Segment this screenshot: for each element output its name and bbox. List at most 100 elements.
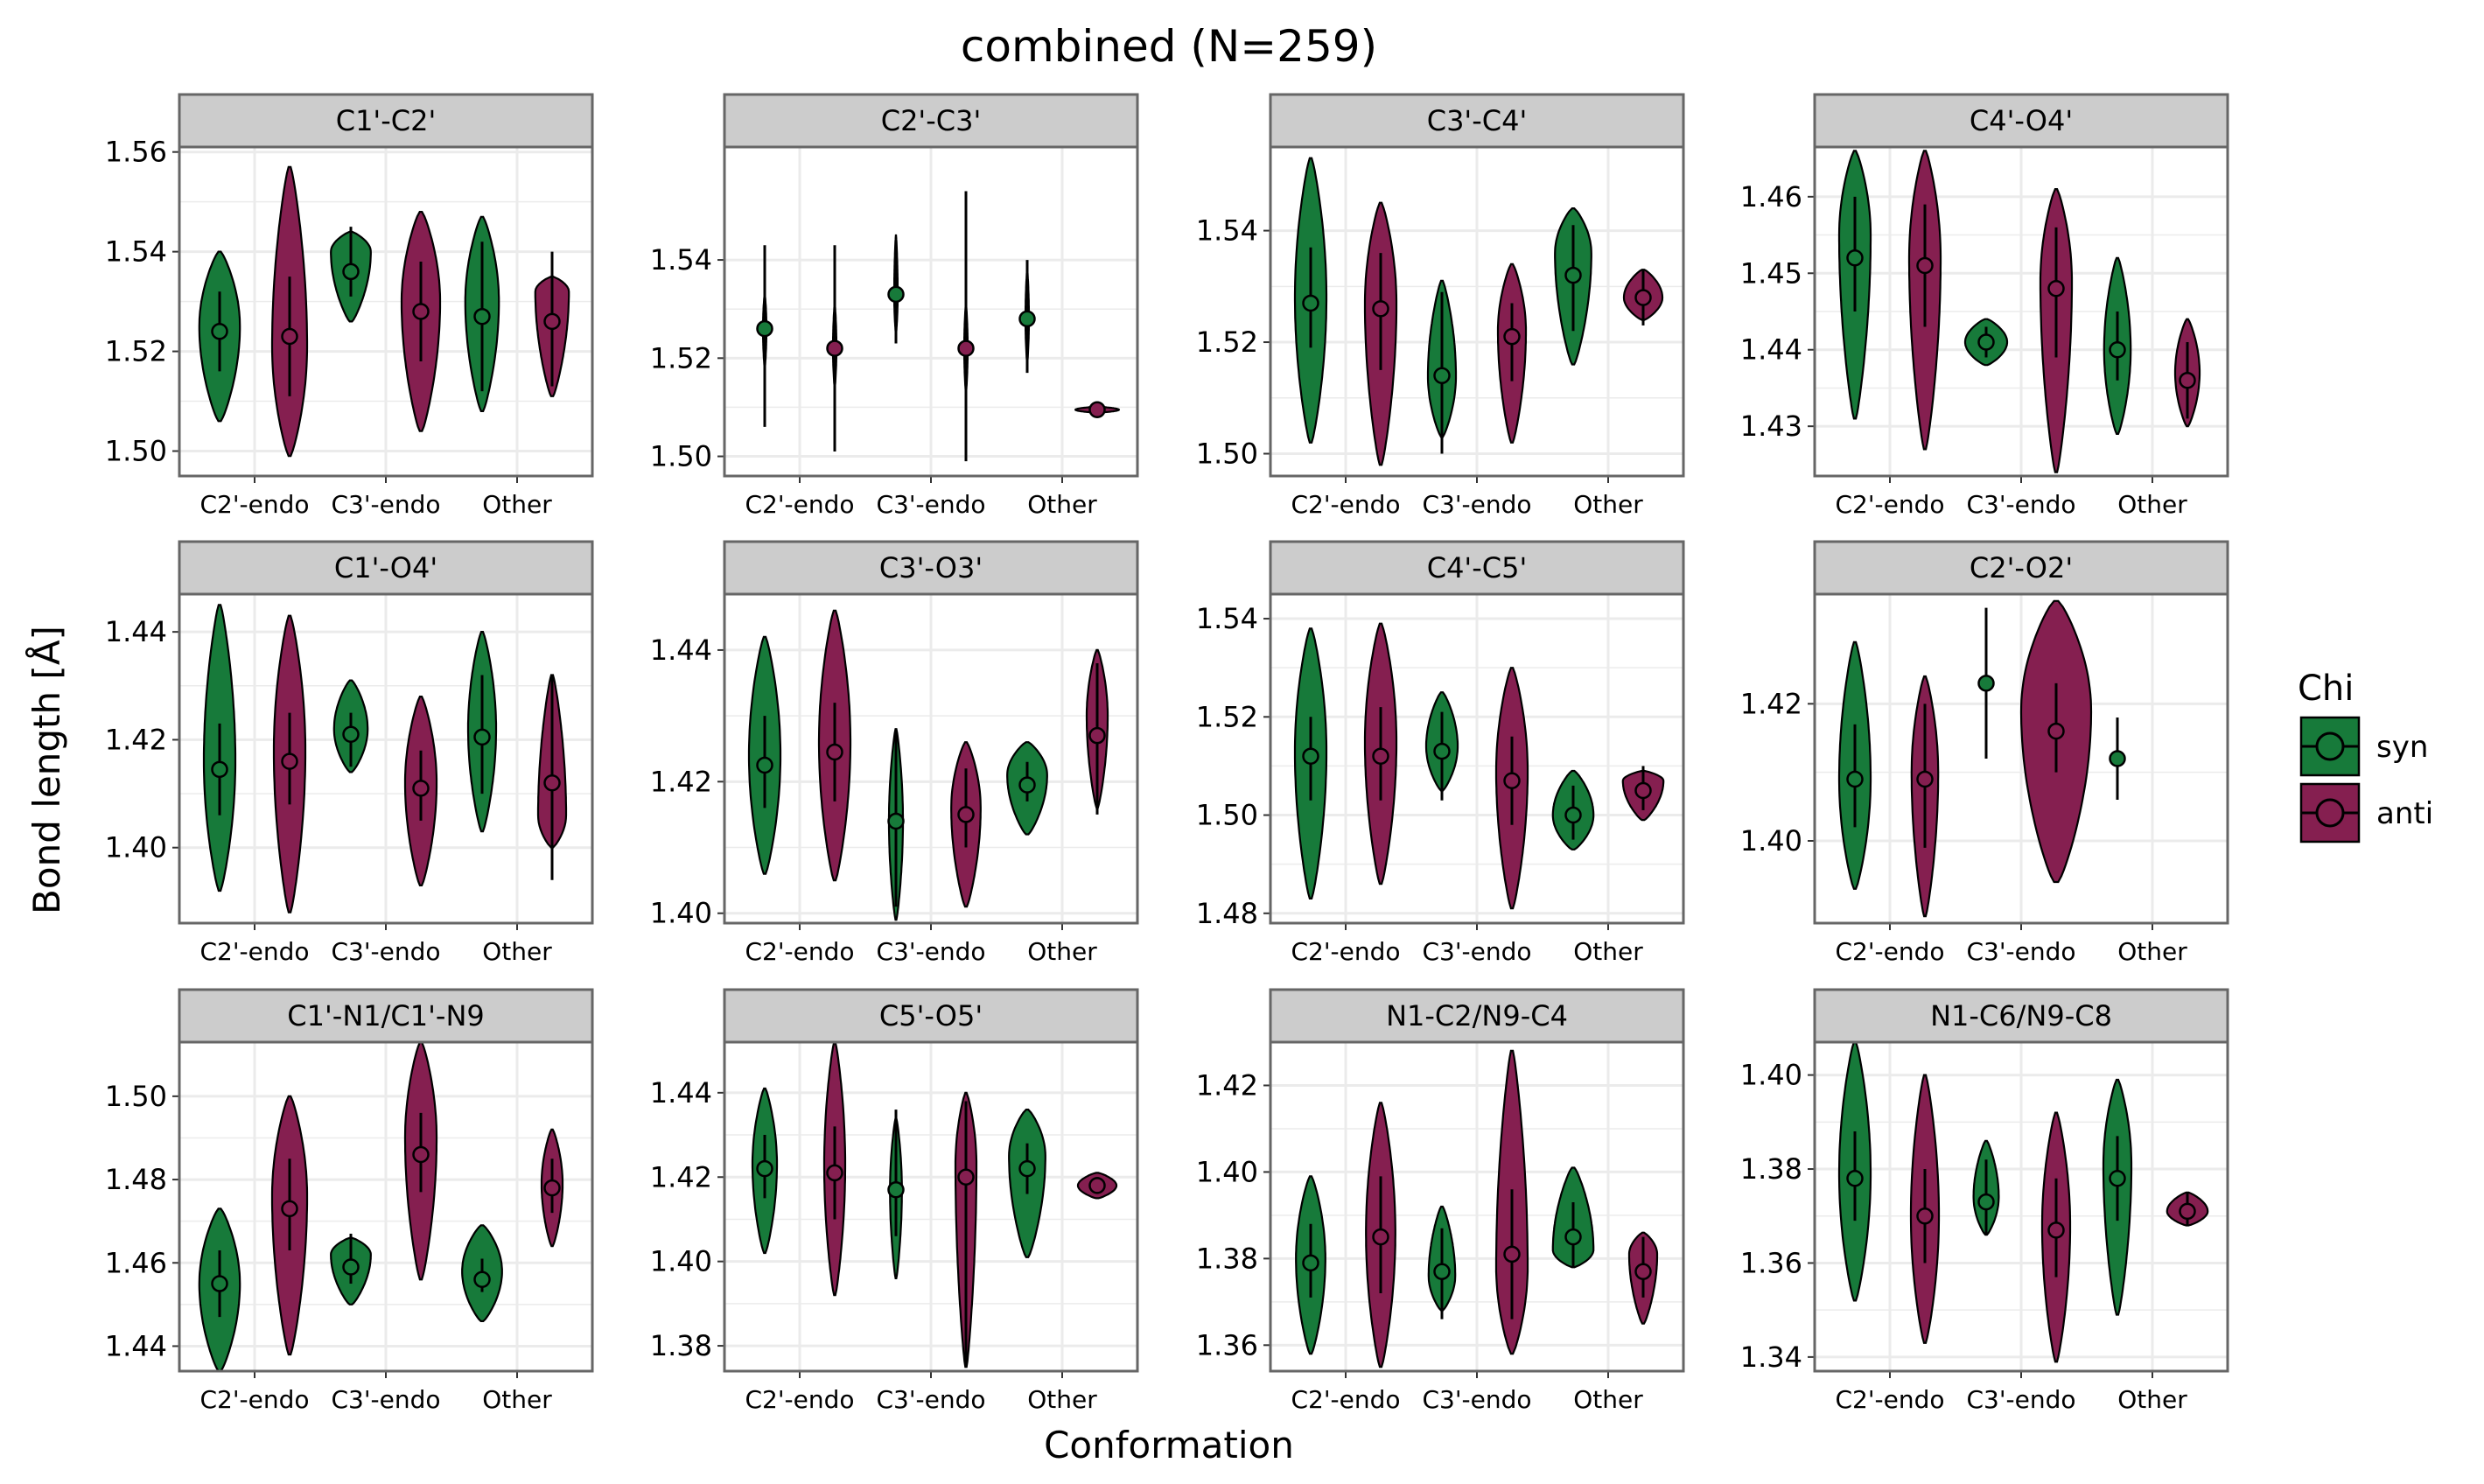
panel-c1-o4: C1'-O4' 1.40 1.42 1.44 C2'-endo C3'-endo Other [105, 540, 594, 966]
mean-point [1564, 1228, 1582, 1246]
facet-strip-label: C3'-O3' [879, 551, 983, 584]
violin-c2-endo-anti [1363, 622, 1398, 886]
panel-n1-c6-n9-c8: N1-C6/N9-C8 1.34 1.36 1.38 1.40 C2'-endo C3'-e… [1740, 988, 2229, 1414]
x-tick-label: Other [482, 937, 552, 966]
facet-strip [1813, 540, 2229, 596]
y-tick-label: 1.45 [1740, 256, 1802, 290]
violin-c3-endo-syn [1427, 1205, 1457, 1320]
violin-c2-endo-anti [1365, 1102, 1396, 1368]
y-tick-label: 1.50 [650, 440, 712, 473]
facet-strip-label: C5'-O5' [879, 999, 983, 1032]
violin-c3-endo-anti [2040, 1111, 2072, 1363]
violin-other-anti [2173, 318, 2201, 428]
violin-c3-endo-syn [1424, 691, 1459, 801]
mean-point [1916, 256, 1934, 275]
facet-panels: C1'-C2' 1.50 1.52 1.54 1.56 C2'-endo C3'-endo O… [105, 93, 2229, 1414]
legend-item-syn: syn [2299, 716, 2428, 777]
violin-other-syn [1551, 769, 1595, 850]
y-tick-label: 1.48 [1196, 897, 1258, 930]
mean-point [887, 812, 905, 830]
x-tick-label: C2'-endo [1291, 937, 1400, 966]
y-tick-label: 1.50 [105, 1080, 167, 1113]
violin-c2-endo-anti [272, 614, 307, 914]
violin-other-anti [540, 1128, 564, 1248]
mean-point [1634, 781, 1652, 800]
mean-point [826, 1164, 843, 1182]
facet-strip [178, 988, 594, 1044]
violin-c2-endo-syn [1837, 1040, 1872, 1302]
x-tick-label: C3'-endo [876, 937, 985, 966]
mean-point [473, 1270, 491, 1289]
mean-point [543, 774, 561, 792]
y-tick-label: 1.46 [1740, 180, 1802, 214]
violin-c2-endo-anti [1910, 675, 1940, 918]
y-tick-label: 1.44 [1740, 333, 1802, 367]
violin-c3-endo-anti [2019, 599, 2093, 884]
x-tick-label: C3'-endo [1422, 937, 1531, 966]
panel-c3-c4: C3'-C4' 1.50 1.52 1.54 C2'-endo C3'-endo Other [1196, 93, 1685, 519]
violin-c2-endo-syn [202, 604, 237, 892]
violin-c2-endo-anti [1363, 201, 1398, 466]
x-tick-label: Other [1027, 1385, 1097, 1414]
x-tick-label: C2'-endo [1835, 937, 1944, 966]
violin-c2-endo-anti [817, 609, 852, 882]
y-tick-label: 1.54 [1196, 602, 1258, 635]
x-tick-label: C2'-endo [1291, 490, 1400, 519]
mean-point [1916, 1207, 1934, 1225]
mean-point [2047, 280, 2065, 298]
mean-point [473, 307, 491, 326]
y-tick-label: 1.36 [1196, 1328, 1258, 1362]
x-tick-label: C3'-endo [1422, 1385, 1531, 1414]
violin-other-syn [1018, 260, 1036, 374]
mean-point [1846, 1170, 1864, 1187]
x-tick-label: C3'-endo [1966, 937, 2075, 966]
mean-point [412, 780, 430, 797]
violin-other-syn [464, 215, 500, 412]
y-tick-label: 1.54 [1196, 214, 1258, 248]
y-tick-label: 1.44 [105, 1329, 167, 1362]
facet-strip-label: C2'-O2' [1970, 551, 2073, 584]
violin-other-anti [2166, 1191, 2209, 1227]
y-tick-label: 1.40 [105, 831, 167, 864]
violin-other-syn [2109, 718, 2126, 800]
violin-c3-endo-syn [330, 1233, 372, 1306]
legend-items: syn anti [2299, 716, 2433, 844]
x-tick-label: C2'-endo [1835, 1385, 1944, 1414]
figure-title: combined (N=259) [961, 21, 1377, 72]
violin-c2-endo-syn [751, 1087, 779, 1255]
y-tick-label: 1.44 [650, 634, 712, 667]
facet-strip [178, 93, 594, 149]
x-tick-label: C3'-endo [876, 1385, 985, 1414]
y-tick-label: 1.46 [105, 1246, 167, 1279]
mean-point [2179, 371, 2196, 389]
y-tick-label: 1.54 [105, 235, 167, 269]
violin-c3-endo-syn [332, 679, 369, 774]
y-tick-label: 1.38 [1740, 1152, 1802, 1186]
mean-point [957, 340, 975, 357]
violin-c2-endo-anti [826, 245, 843, 452]
violin-c2-endo-anti [270, 165, 309, 458]
violin-c3-endo-anti [957, 191, 975, 462]
violin-c3-endo-syn [887, 234, 905, 344]
x-axis-title: Conformation [1044, 1424, 1294, 1466]
y-tick-label: 1.42 [1740, 687, 1802, 720]
x-tick-label: C3'-endo [1966, 490, 2075, 519]
y-tick-label: 1.40 [1196, 1155, 1258, 1188]
panel-c5-o5: C5'-O5' 1.38 1.40 1.42 1.44 C2'-endo C3'-endo O… [650, 988, 1139, 1414]
mean-point [1372, 1228, 1389, 1246]
panel-c2-c3: C2'-C3' 1.50 1.52 1.54 C2'-endo C3'-endo Other [650, 93, 1139, 519]
violin-c2-endo-anti [1909, 1074, 1941, 1344]
facet-strip-label: C1'-N1/C1'-N9 [287, 999, 484, 1032]
facet-strip [1269, 93, 1685, 149]
panel-border [1269, 1040, 1685, 1373]
mean-point [211, 323, 228, 340]
mean-point [2047, 1222, 2065, 1239]
panel-border [178, 145, 594, 478]
violin-other-anti [1622, 269, 1664, 326]
violin-other-syn [1008, 1109, 1046, 1258]
facet-strip [723, 93, 1139, 149]
y-tick-label: 1.40 [1740, 824, 1802, 858]
violin-other-syn [1554, 207, 1592, 366]
violin-other-syn [2102, 1078, 2133, 1316]
